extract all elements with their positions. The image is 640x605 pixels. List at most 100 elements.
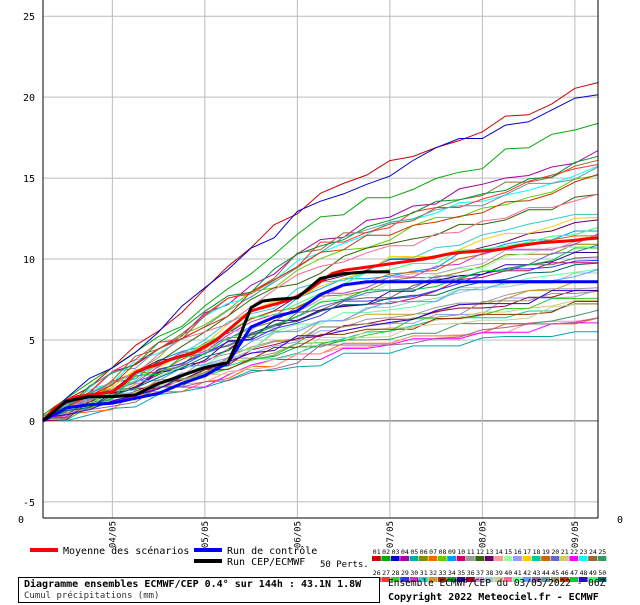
perturbation-swatch	[522, 577, 532, 582]
chart-title: Diagramme ensembles ECMWF/CEP 0.4° sur 1…	[24, 579, 362, 590]
legend-mean-label: Moyenne des scénarios	[63, 545, 189, 557]
perturbation-line	[42, 193, 599, 422]
perturbation-swatch	[503, 556, 513, 561]
perturbation-swatch	[569, 577, 579, 582]
perturbation-id: 43	[533, 569, 541, 577]
series-line	[42, 270, 390, 423]
perturbation-line	[42, 230, 598, 422]
y-tick-label: 20	[23, 93, 35, 104]
perturbation-id: 46	[561, 569, 569, 577]
perturbation-id: 36	[467, 569, 475, 577]
perturbation-line	[42, 262, 599, 422]
perturbation-id: 32	[429, 569, 437, 577]
chart-title-box: Diagramme ensembles ECMWF/CEP 0.4° sur 1…	[18, 577, 380, 603]
perturbation-swatch	[560, 577, 569, 582]
perturbation-line	[42, 82, 599, 418]
perturbation-line	[42, 317, 599, 422]
perturbation-id: 31	[420, 569, 428, 577]
x-tick-label: 06/05	[293, 521, 303, 548]
perturbation-swatch	[428, 577, 438, 582]
perturbation-line	[42, 173, 599, 422]
perturbation-swatch	[541, 556, 550, 561]
perturbation-line	[43, 331, 598, 422]
y-tick-label: 25	[23, 12, 35, 23]
perturbation-swatch	[447, 577, 456, 582]
chart-subtitle: Cumul précipitations (mm)	[24, 591, 160, 601]
perturbation-swatch	[597, 556, 607, 561]
perturbation-id: 17	[523, 548, 531, 556]
perturbation-swatch	[588, 556, 597, 561]
perturbation-id: 15	[504, 548, 512, 556]
perturbation-swatch	[550, 556, 560, 561]
perturbation-swatch	[381, 577, 391, 582]
perturbation-id: 27	[382, 569, 390, 577]
perturbation-swatch	[494, 577, 503, 582]
copyright: Copyright 2022 Meteociel.fr - ECMWF	[388, 592, 599, 603]
perturbation-id: 35	[457, 569, 465, 577]
perturbation-id: 22	[570, 548, 578, 556]
perturbation-id: 05	[410, 548, 418, 556]
perturbation-id: 02	[382, 548, 390, 556]
chart-axes: 25 20 15 10 5 0 -5 04/05 05/05 06/05 07/05 08/05 09/…	[18, 0, 623, 548]
perturbation-legend: 01 02 03 04 05 06 07 08 09 10 11 12 13 14 15 16 17 18 19 20…	[372, 548, 607, 582]
perturbation-line	[42, 301, 598, 420]
perturbation-id: 06	[420, 548, 428, 556]
perturbation-id: 20	[551, 548, 559, 556]
perturbation-id: 28	[392, 569, 400, 577]
perturbation-id: 40	[504, 569, 512, 577]
y-tick-label: 5	[29, 336, 35, 347]
perturbation-id: 38	[486, 569, 494, 577]
perturbation-swatch	[569, 556, 579, 561]
legend: Moyenne des scénarios Run de contrôle Ru…	[30, 545, 369, 570]
perturbation-id: 21	[561, 548, 569, 556]
perturbation-swatch	[409, 577, 419, 582]
perturbation-swatch	[522, 556, 532, 561]
perturbation-line	[42, 297, 599, 422]
perturbation-line	[43, 304, 598, 416]
perturbation-swatch	[419, 556, 428, 561]
perturbation-id: 01	[373, 548, 381, 556]
perturbation-swatch	[447, 556, 456, 561]
legend-cep-label: Run CEP/ECMWF	[227, 557, 305, 568]
perturbation-id: 07	[429, 548, 437, 556]
perturbation-id: 10	[457, 548, 465, 556]
perturbation-swatch	[531, 577, 541, 582]
perturbation-swatch	[409, 556, 419, 561]
perturbation-line	[42, 159, 599, 422]
series-line	[42, 280, 598, 423]
perturbation-swatch	[560, 556, 569, 561]
perturbation-id: 19	[542, 548, 550, 556]
perturbation-id: 47	[570, 569, 578, 577]
perturbation-swatch	[513, 577, 522, 582]
series-line	[41, 236, 599, 422]
perturbation-swatch	[503, 577, 513, 582]
perturbation-id: 12	[476, 548, 484, 556]
perturbation-swatch	[456, 577, 466, 582]
perturbation-id: 24	[589, 548, 597, 556]
perturbation-id: 34	[448, 569, 456, 577]
perturbation-id: 11	[467, 548, 475, 556]
perturbation-id: 48	[580, 569, 588, 577]
perturbation-id: 09	[448, 548, 456, 556]
perturbation-swatch	[513, 556, 522, 561]
perturbation-id: 33	[439, 569, 447, 577]
perturbation-id: 45	[551, 569, 559, 577]
perturbation-swatch	[484, 556, 494, 561]
perturbation-id: 44	[542, 569, 550, 577]
perturbation-id: 29	[401, 569, 409, 577]
perturbation-id: 37	[476, 569, 484, 577]
perturbation-swatch	[475, 577, 485, 582]
perturbation-line	[42, 300, 598, 422]
perturbation-swatch	[390, 556, 400, 561]
perturbation-swatch	[578, 556, 588, 561]
perturbation-id: 41	[514, 569, 522, 577]
perturbation-swatch	[437, 577, 447, 582]
perturbation-swatch	[578, 577, 588, 582]
perturbation-id: 23	[580, 548, 588, 556]
x-tick-label: 09/05	[571, 521, 581, 548]
perturbation-swatch	[456, 556, 466, 561]
y-tick-label: 0	[29, 417, 35, 428]
perturbation-swatch	[494, 556, 503, 561]
perturbation-swatch	[437, 556, 447, 561]
perturbation-id: 42	[523, 569, 531, 577]
